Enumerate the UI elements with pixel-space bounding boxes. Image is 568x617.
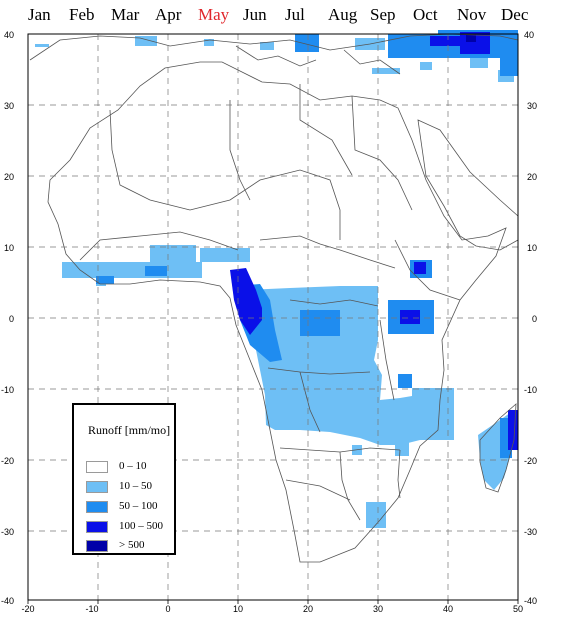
month-jul[interactable]: Jul <box>285 5 305 24</box>
lon-tick-label: 40 <box>443 604 453 614</box>
month-aug[interactable]: Aug <box>328 5 358 24</box>
month-selector: Jan Feb Mar Apr May Jun Jul Aug Sep Oct … <box>0 0 568 30</box>
legend-label: 10 – 50 <box>119 480 152 492</box>
legend-label: 100 – 500 <box>119 520 163 532</box>
legend-item: 100 – 500 <box>86 520 176 534</box>
legend-swatch <box>86 540 108 552</box>
legend-swatch <box>86 521 108 533</box>
legend-swatch <box>86 501 108 513</box>
legend-label: > 500 <box>119 539 145 551</box>
legend-title: Runoff [mm/mo] <box>88 423 171 437</box>
legend-item: 50 – 100 <box>86 500 176 514</box>
month-jan[interactable]: Jan <box>28 5 51 24</box>
lat-tick-label: 40 <box>4 30 14 40</box>
lat-tick-label: -10 <box>524 385 537 395</box>
legend-label: 0 – 10 <box>119 460 147 472</box>
lon-tick-label: -20 <box>21 604 34 614</box>
lon-tick-label: 0 <box>165 604 170 614</box>
month-jun[interactable]: Jun <box>243 5 267 24</box>
lat-tick-label: 10 <box>4 243 14 253</box>
legend-item: 0 – 10 <box>86 460 176 474</box>
lat-tick-label: 0 <box>9 314 14 324</box>
month-may[interactable]: May <box>198 5 230 24</box>
lat-tick-label: -30 <box>524 527 537 537</box>
legend-item: > 500 <box>86 539 176 553</box>
legend: Runoff [mm/mo] 0 – 10 10 – 50 50 – 100 1… <box>72 403 176 555</box>
lat-tick-label: 30 <box>527 101 537 111</box>
legend-swatch <box>86 461 108 473</box>
lon-tick-label: 50 <box>513 604 523 614</box>
lon-tick-label: 30 <box>373 604 383 614</box>
lat-tick-label: -20 <box>524 456 537 466</box>
map-frame <box>27 33 519 601</box>
lat-tick-label: 20 <box>4 172 14 182</box>
month-oct[interactable]: Oct <box>413 5 438 24</box>
lat-tick-label: -30 <box>1 527 14 537</box>
legend-label: 50 – 100 <box>119 500 158 512</box>
lat-tick-label: 10 <box>527 243 537 253</box>
month-mar[interactable]: Mar <box>111 5 140 24</box>
legend-swatch <box>86 481 108 493</box>
lon-tick-labels: -20 -10 0 10 20 30 40 50 <box>21 604 523 614</box>
month-nov[interactable]: Nov <box>457 5 487 24</box>
tick-marks <box>27 600 519 604</box>
lat-tick-label: -40 <box>524 596 537 606</box>
runoff-shading <box>35 30 518 528</box>
lon-tick-label: 10 <box>233 604 243 614</box>
lat-tick-label: 20 <box>527 172 537 182</box>
month-dec[interactable]: Dec <box>501 5 529 24</box>
month-sep[interactable]: Sep <box>370 5 396 24</box>
lat-tick-label: 0 <box>532 314 537 324</box>
lat-tick-label: -20 <box>1 456 14 466</box>
lat-tick-label: -10 <box>1 385 14 395</box>
lat-tick-label: -40 <box>1 596 14 606</box>
lon-tick-label: 20 <box>303 604 313 614</box>
lat-tick-label: 30 <box>4 101 14 111</box>
lat-tick-labels-left: 40 30 20 10 0 -10 -20 -30 -40 <box>1 30 14 606</box>
month-feb[interactable]: Feb <box>69 5 95 24</box>
lat-tick-labels-right: 40 30 20 10 0 -10 -20 -30 -40 <box>524 30 537 606</box>
lat-tick-label: 40 <box>524 30 534 40</box>
lon-tick-label: -10 <box>85 604 98 614</box>
month-apr[interactable]: Apr <box>155 5 182 24</box>
legend-item: 10 – 50 <box>86 480 176 494</box>
